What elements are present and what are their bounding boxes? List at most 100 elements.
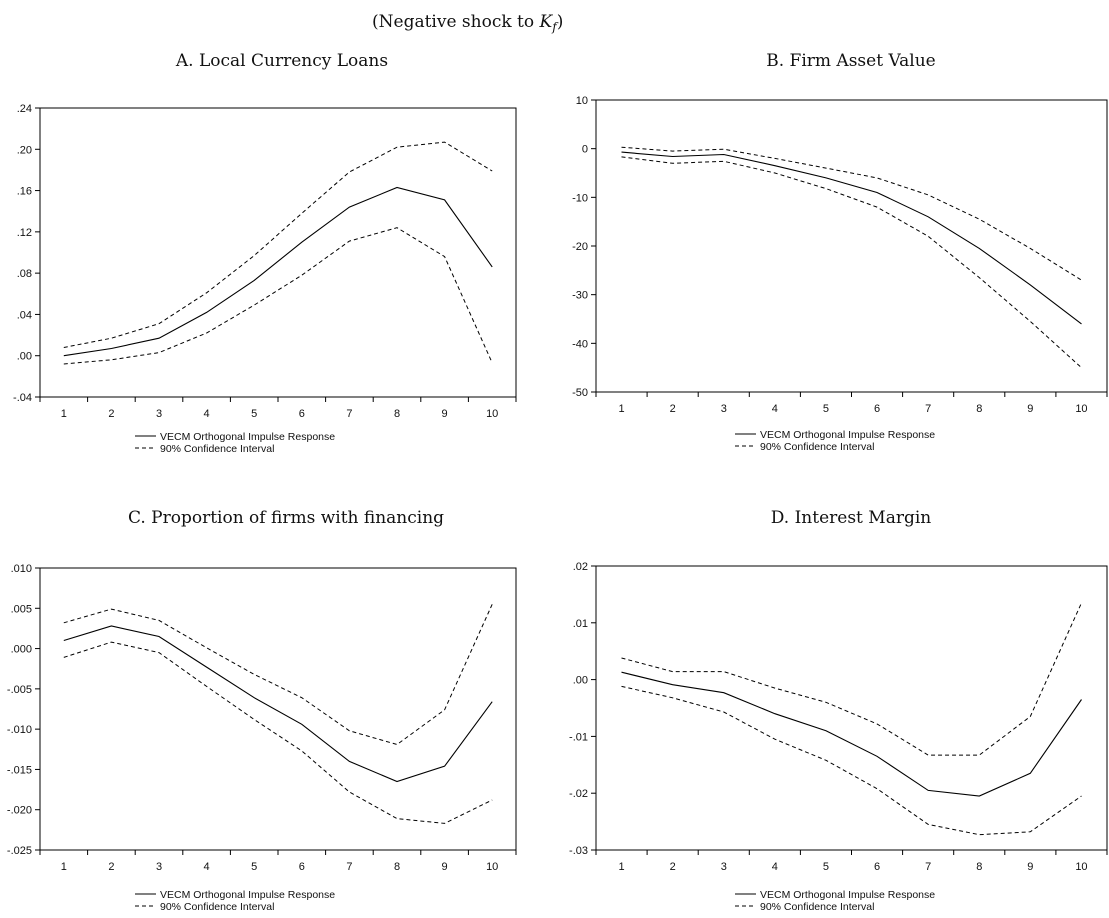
figure-title-suffix: ) (557, 12, 564, 32)
x-tick-label: 9 (1027, 403, 1033, 415)
x-tick-label: 5 (251, 861, 257, 873)
x-tick-label: 7 (346, 408, 352, 420)
x-tick-label: 8 (976, 861, 982, 873)
y-tick-label: 10 (576, 95, 588, 107)
y-tick-label: .08 (17, 268, 32, 280)
x-tick-label: 1 (618, 861, 624, 873)
legend-ci-label: 90% Confidence Interval (160, 901, 274, 913)
y-tick-label: -.02 (569, 788, 588, 800)
y-tick-label: .000 (11, 644, 32, 656)
y-tick-label: .02 (573, 561, 588, 573)
ci-upper-line (63, 141, 493, 348)
chart-panel-c: C. Proportion of firms with financing 1 2 3… (7, 508, 517, 913)
chart-panel-d: D. Interest Margin 1 2 3 4 5 6 7 8 9 10 -.03 -.02 -.0… (569, 508, 1108, 913)
y-tick-label: .04 (17, 309, 32, 321)
y-tick-label: -.005 (7, 684, 32, 696)
y-tick-label: .010 (11, 563, 32, 575)
x-tick-label: 8 (394, 408, 400, 420)
y-tick-label: .16 (17, 186, 32, 198)
y-tick-label: -.04 (13, 392, 32, 404)
irf-line (63, 186, 493, 357)
ci-lower-line (621, 685, 1082, 836)
irf-line (63, 625, 493, 783)
y-tick-label: -.03 (569, 845, 588, 857)
chart-panel-a: A. Local Currency Loans 1 2 3 4 5 6 7 8 9 10 -.04 .0… (13, 51, 517, 455)
x-tick-label: 5 (251, 408, 257, 420)
panel-title: A. Local Currency Loans (175, 51, 388, 71)
y-tick-label: -.015 (7, 764, 32, 776)
plot-frame (39, 107, 517, 398)
y-tick-label: .00 (573, 675, 588, 687)
x-tick-label: 2 (108, 408, 114, 420)
irf-line (621, 671, 1082, 797)
chart-panel-b: B. Firm Asset Value 1 2 3 4 5 6 7 8 9 10 -50 -40 -30 -… (572, 51, 1108, 453)
y-tick-label: -50 (572, 387, 588, 399)
ci-lower-line (621, 156, 1082, 369)
x-tick-label: 5 (823, 403, 829, 415)
figure-title-sub: f (551, 20, 559, 34)
y-tick-label: .01 (573, 618, 588, 630)
legend-irf-label: VECM Orthogonal Impulse Response (760, 429, 935, 441)
x-tick-label: 1 (61, 408, 67, 420)
y-tick-label: -.01 (569, 731, 588, 743)
x-tick-label: 6 (874, 403, 880, 415)
y-tick-label: -.020 (7, 805, 32, 817)
x-tick-label: 9 (1027, 861, 1033, 873)
legend-ci-label: 90% Confidence Interval (160, 443, 274, 455)
legend-irf-label: VECM Orthogonal Impulse Response (160, 889, 335, 901)
x-tick-label: 3 (156, 408, 162, 420)
x-tick-label: 6 (299, 408, 305, 420)
figure-title: (Negative shock to Kf) (372, 12, 563, 34)
plot-frame (595, 99, 1108, 393)
figure-title-var: K (539, 12, 554, 32)
panel-title: C. Proportion of firms with financing (128, 508, 444, 528)
y-tick-label: -.010 (7, 724, 32, 736)
x-tick-label: 10 (486, 861, 498, 873)
x-tick-label: 2 (670, 861, 676, 873)
x-tick-label: 3 (156, 861, 162, 873)
x-tick-label: 2 (108, 861, 114, 873)
y-tick-label: .20 (17, 144, 32, 156)
x-tick-label: 4 (204, 861, 210, 873)
plot-frame (595, 565, 1108, 851)
x-tick-label: 4 (772, 403, 778, 415)
legend-ci-label: 90% Confidence Interval (760, 441, 874, 453)
x-tick-label: 4 (204, 408, 210, 420)
x-tick-label: 7 (925, 861, 931, 873)
x-tick-label: 8 (394, 861, 400, 873)
x-tick-label: 10 (1075, 403, 1087, 415)
x-tick-label: 10 (1075, 861, 1087, 873)
x-tick-label: 10 (486, 408, 498, 420)
legend-irf-label: VECM Orthogonal Impulse Response (760, 889, 935, 901)
x-tick-label: 8 (976, 403, 982, 415)
y-tick-label: -10 (572, 192, 588, 204)
y-tick-label: 0 (582, 144, 588, 156)
figure-title-prefix: (Negative shock to (372, 12, 540, 32)
ci-upper-line (63, 604, 493, 746)
x-tick-label: 7 (925, 403, 931, 415)
x-tick-label: 6 (299, 861, 305, 873)
x-tick-label: 3 (721, 403, 727, 415)
y-tick-label: -20 (572, 241, 588, 253)
x-tick-label: 7 (346, 861, 352, 873)
ci-upper-line (621, 602, 1082, 756)
ci-lower-line (63, 227, 493, 365)
y-tick-label: .005 (11, 603, 32, 615)
y-tick-label: .24 (17, 103, 32, 115)
y-tick-label: -30 (572, 290, 588, 302)
x-tick-label: 6 (874, 861, 880, 873)
x-tick-label: 5 (823, 861, 829, 873)
panel-title: B. Firm Asset Value (766, 51, 936, 71)
ci-upper-line (621, 146, 1082, 281)
y-tick-label: .12 (17, 227, 32, 239)
panel-title: D. Interest Margin (771, 508, 932, 528)
x-tick-label: 3 (721, 861, 727, 873)
x-tick-label: 1 (618, 403, 624, 415)
x-tick-label: 4 (772, 861, 778, 873)
